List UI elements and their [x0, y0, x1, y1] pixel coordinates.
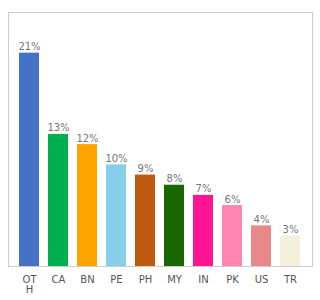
svg-text:PH: PH — [139, 274, 153, 285]
svg-text:IN: IN — [198, 274, 208, 285]
svg-text:6%: 6% — [225, 194, 241, 205]
svg-text:10%: 10% — [105, 153, 127, 164]
svg-text:12%: 12% — [76, 133, 98, 144]
svg-text:9%: 9% — [138, 163, 154, 174]
svg-text:CA: CA — [52, 274, 66, 285]
svg-text:MY: MY — [167, 274, 183, 285]
svg-text:13%: 13% — [47, 122, 69, 133]
svg-text:8%: 8% — [167, 173, 183, 184]
svg-text:21%: 21% — [18, 41, 40, 52]
svg-text:TR: TR — [283, 274, 297, 285]
svg-text:BN: BN — [80, 274, 94, 285]
svg-text:US: US — [255, 274, 269, 285]
svg-text:7%: 7% — [196, 183, 212, 194]
svg-text:PE: PE — [110, 274, 122, 285]
svg-text:3%: 3% — [283, 224, 299, 235]
svg-text:PK: PK — [226, 274, 239, 285]
svg-text:OTH: OTH — [23, 274, 38, 295]
svg-text:4%: 4% — [254, 214, 270, 225]
